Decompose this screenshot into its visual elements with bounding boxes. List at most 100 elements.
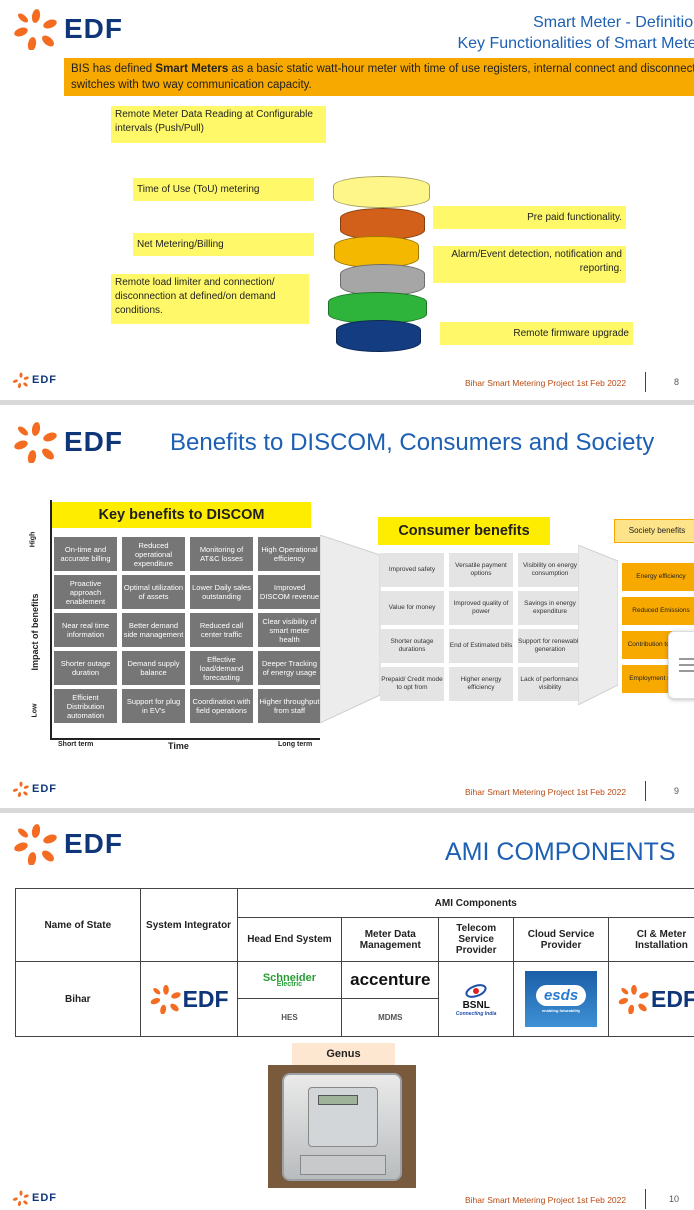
footer-project: Bihar Smart Metering Project 1st Feb 202…: [465, 1195, 627, 1205]
x-axis-label: Time: [168, 741, 189, 751]
edf-burst-icon: [150, 984, 181, 1014]
header-telecom: Telecom Service Provider: [438, 917, 515, 962]
header-integrator: System Integrator: [139, 888, 238, 962]
label-tou-metering: Time of Use (ToU) metering: [133, 178, 314, 201]
discom-benefit-cell: Demand supply balance: [122, 651, 185, 685]
header-cloud: Cloud Service Provider: [513, 917, 610, 962]
cell-state: Bihar: [15, 961, 141, 1037]
edf-burst-icon: [12, 372, 29, 388]
edf-burst-icon: [618, 984, 649, 1014]
consumer-benefit-cell: Shorter outage durations: [380, 629, 444, 663]
footer-edf-logo: EDF: [12, 1190, 57, 1206]
society-benefit-item: Energy efficiency: [622, 563, 694, 591]
discom-benefit-cell: Reduced operational expenditure: [122, 537, 185, 571]
slide-ami-components: EDF AMI COMPONENTS Name of State System …: [0, 813, 694, 1210]
stack-disk: [336, 320, 421, 352]
consumer-benefit-cell: Lack of performance visibility: [518, 667, 582, 701]
header-hes: Head End System: [236, 917, 343, 962]
discom-benefit-cell: Improved DISCOM revenue: [258, 575, 321, 609]
scroll-handle-icon[interactable]: [668, 631, 694, 699]
page-number: 10: [669, 1194, 680, 1204]
footer-edf-logo: EDF: [12, 372, 57, 388]
cell-telecom: BSNL Connecting India: [438, 961, 515, 1037]
bsnl-swirl-icon: [465, 983, 487, 998]
society-header: Society benefits: [614, 519, 694, 543]
discom-benefit-cell: Better demand side management: [122, 613, 185, 647]
label-remote-reading: Remote Meter Data Reading at Configurabl…: [111, 106, 326, 143]
discom-benefit-cell: Coordination with field operations: [190, 689, 253, 723]
consumer-benefit-cell: Support for renewable generation: [518, 629, 582, 663]
discom-benefit-cell: Efficient Distribution automation: [54, 689, 117, 723]
header-state: Name of State: [15, 888, 141, 962]
integrator-logo-text: EDF: [182, 985, 229, 1012]
edf-logo-text: EDF: [64, 13, 123, 44]
consumer-benefit-cell: End of Estimated bills: [449, 629, 513, 663]
consumer-benefit-cell: Prepaid/ Credit mode to opt from: [380, 667, 444, 701]
slide-title-line1: Smart Meter - Definition: [533, 14, 694, 31]
mdm-abbrev: MDMS: [378, 1013, 403, 1022]
discom-benefit-cell: High Operational efficiency: [258, 537, 321, 571]
genus-meter-photo: [268, 1065, 416, 1188]
footer-divider: [645, 1189, 646, 1209]
header-mdm: Meter Data Management: [341, 917, 440, 962]
society-benefit-item: Reduced Emissions: [622, 597, 694, 625]
footer-edf-logo: EDF: [12, 781, 57, 797]
label-prepaid: Pre paid functionality.: [433, 206, 626, 229]
edf-logo-text: EDF: [64, 828, 123, 859]
consumer-benefit-cell: Improved safety: [380, 553, 444, 587]
y-low-label: Low: [31, 703, 39, 718]
edf-logo: EDF: [12, 8, 123, 50]
footer-divider: [645, 372, 646, 392]
edf-logo-text: EDF: [64, 426, 123, 457]
cell-hes: Schneider Electric HES: [236, 961, 343, 1037]
y-axis: [50, 500, 52, 740]
genus-label: Genus: [292, 1043, 395, 1065]
discom-benefit-cell: Higher throughput from staff: [258, 689, 321, 723]
footer-divider: [645, 781, 646, 801]
header-ci: CI & Meter Installation: [608, 917, 694, 962]
discom-benefit-cell: Proactive approach enablement: [54, 575, 117, 609]
consumer-benefit-cell: Value for money: [380, 591, 444, 625]
slide-title-line2: Key Functionalities of Smart Meter: [457, 35, 694, 52]
consumer-benefit-cell: Savings in energy expenditure: [518, 591, 582, 625]
consumer-benefit-cell: Improved quality of power: [449, 591, 513, 625]
banner-suffix: as a basic static watt-hour meter with t…: [71, 63, 694, 91]
bsnl-logo: BSNL Connecting India: [439, 982, 513, 1017]
stack-disk: [334, 236, 419, 268]
ami-components-table: Name of State System Integrator AMI Comp…: [15, 888, 694, 1037]
slide-benefits: EDF Benefits to DISCOM, Consumers and So…: [0, 405, 694, 808]
accenture-logo: accenture: [342, 962, 439, 999]
banner-bold: Smart Meters: [155, 63, 229, 75]
edf-burst-icon: [14, 824, 57, 865]
esds-logo: esds enabling futurability: [525, 971, 598, 1027]
label-net-metering: Net Metering/Billing: [133, 233, 314, 256]
discom-benefit-cell: Monitoring of AT&C losses: [190, 537, 253, 571]
stack-disk: [340, 208, 425, 240]
x-short-label: Short term: [58, 741, 94, 748]
y-high-label: High: [29, 531, 37, 548]
x-long-label: Long term: [278, 741, 313, 748]
consumer-benefit-cell: Versatile payment options: [449, 553, 513, 587]
footer-brand: EDF: [32, 1192, 57, 1204]
discom-benefit-cell: Optimal utilization of assets: [122, 575, 185, 609]
footer-brand: EDF: [32, 374, 57, 386]
cell-cloud: esds enabling futurability: [513, 961, 610, 1037]
edf-burst-icon: [12, 1190, 29, 1206]
edf-logo: EDF: [12, 823, 123, 865]
discom-benefit-cell: Effective load/demand forecasting: [190, 651, 253, 685]
consumer-header: Consumer benefits: [378, 517, 550, 545]
banner-prefix: BIS has defined: [71, 63, 156, 75]
table-row: Bihar EDF Schneider Electric HES accentu…: [15, 961, 694, 1037]
discom-benefit-cell: Near real time information: [54, 613, 117, 647]
page-number: 8: [674, 377, 680, 387]
edf-burst-icon: [12, 781, 29, 797]
consumer-benefit-cell: Visibility on energy consumption: [518, 553, 582, 587]
label-firmware: Remote firmware upgrade: [440, 322, 633, 345]
discom-benefit-cell: Shorter outage duration: [54, 651, 117, 685]
stack-disk: [333, 176, 430, 208]
cell-mdm: accenture MDMS: [341, 961, 440, 1037]
consumer-benefit-cell: Higher energy efficiency: [449, 667, 513, 701]
y-axis-label: Impact of benefits: [30, 593, 40, 671]
label-load-limiter: Remote load limiter and connection/ disc…: [111, 274, 309, 324]
footer-project: Bihar Smart Metering Project 1st Feb 202…: [465, 378, 627, 388]
